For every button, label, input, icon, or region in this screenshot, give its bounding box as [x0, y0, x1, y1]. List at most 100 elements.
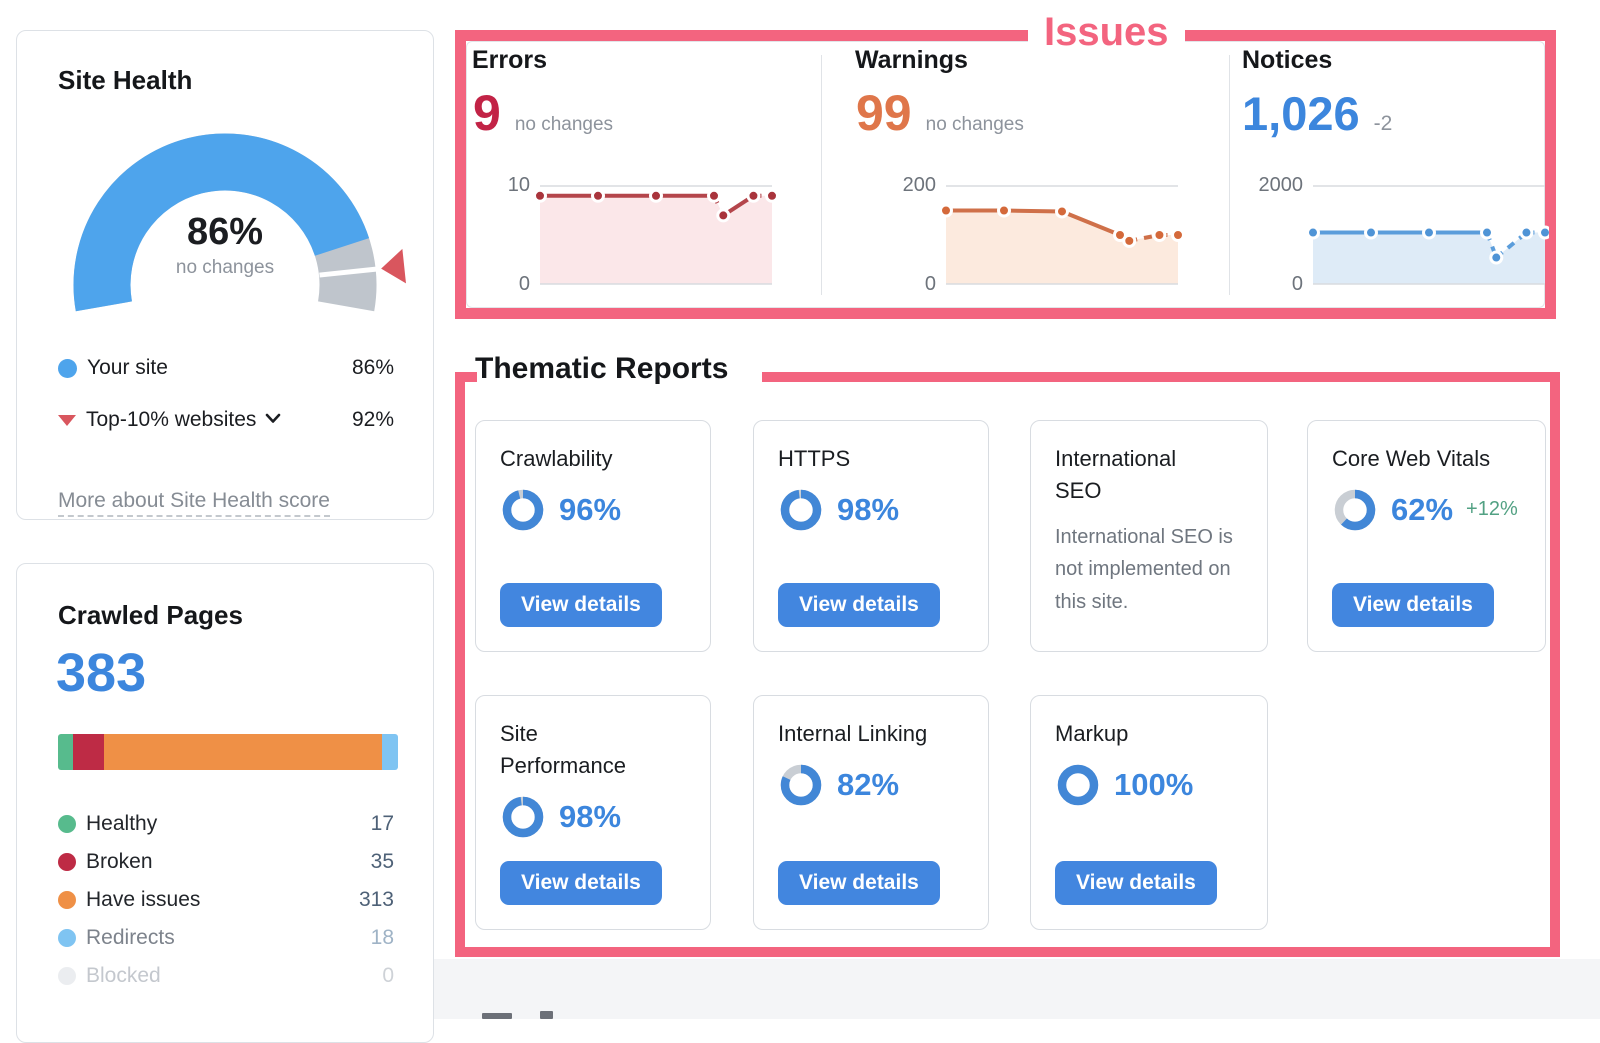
core-web-vitals-delta: +12% [1466, 498, 1518, 521]
crawlability-view-details-button[interactable]: View details [500, 583, 662, 627]
red-triangle-down-icon [58, 414, 76, 426]
https-view-details-button[interactable]: View details [778, 583, 940, 627]
legend-row-healthy: Healthy 17 [58, 810, 394, 838]
your-site-dot-icon [58, 358, 77, 378]
international-seo-description: International SEO is not implemented on … [1055, 525, 1233, 613]
errors-y-max: 10 [507, 174, 530, 196]
errors-y-min: 0 [518, 273, 530, 295]
errors-trend-chart: 10 0 [462, 166, 782, 298]
warnings-trend-chart: 200 0 [868, 166, 1188, 298]
thematic-border-top [762, 372, 1560, 382]
site-performance-card: Site Performance 98% View details [475, 695, 711, 930]
notices-delta: -2 [1373, 112, 1393, 135]
chevron-down-icon[interactable] [265, 411, 281, 429]
have-issues-label: Have issues [86, 888, 201, 911]
blocked-label: Blocked [86, 964, 161, 987]
thematic-border-left [455, 372, 465, 957]
healthy-label: Healthy [86, 812, 158, 835]
redirects-dot-icon [58, 929, 76, 947]
issues-divider-1 [821, 55, 822, 295]
international-seo-title: International SEO [1055, 446, 1177, 503]
your-site-label: Your site [87, 356, 168, 379]
broken-label: Broken [86, 850, 153, 873]
cropped-next-section-heading [482, 1013, 512, 1019]
notices-trend-chart: 2000 0 [1235, 166, 1555, 298]
core-web-vitals-donut-icon [1332, 487, 1378, 533]
blocked-value: 0 [382, 964, 394, 987]
internal-linking-view-details-button[interactable]: View details [778, 861, 940, 905]
errors-note: no changes [514, 114, 614, 135]
redirects-value: 18 [370, 926, 394, 949]
core-web-vitals-title: Core Web Vitals [1332, 446, 1491, 471]
site-performance-percent: 98% [559, 798, 622, 834]
your-site-value: 86% [351, 356, 394, 379]
notices-y-min: 0 [1291, 273, 1303, 295]
issues-annotation-label: Issues [1028, 6, 1185, 58]
crawled-pages-stacked-bar [58, 734, 398, 770]
errors-title: Errors [472, 46, 548, 74]
site-health-gauge [47, 103, 407, 333]
benchmark-label: Top-10% websites [86, 408, 257, 431]
have-issues-dot-icon [58, 891, 76, 909]
blocked-dot-icon [58, 967, 76, 985]
legend-row-have-issues: Have issues 313 [58, 886, 394, 914]
internal-linking-card: Internal Linking 82% View details [753, 695, 989, 930]
have-issues-value: 313 [358, 888, 394, 911]
warnings-y-min: 0 [924, 273, 936, 295]
core-web-vitals-view-details-button[interactable]: View details [1332, 583, 1494, 627]
https-percent: 98% [837, 491, 900, 527]
https-title: HTTPS [778, 446, 851, 471]
site-health-score: 86% [186, 211, 264, 253]
thematic-border-bottom [455, 947, 1560, 957]
legend-row-redirects: Redirects 18 [58, 924, 394, 952]
site-health-note: no changes [175, 257, 275, 278]
legend-row-blocked: Blocked 0 [58, 962, 394, 990]
internal-linking-title: Internal Linking [778, 721, 928, 746]
site-health-more-link[interactable]: More about Site Health score [58, 489, 330, 517]
notices-count: 1,026 [1242, 87, 1360, 140]
markup-view-details-button[interactable]: View details [1055, 861, 1217, 905]
markup-donut-icon [1055, 762, 1101, 808]
crawled-pages-total: 383 [56, 643, 147, 703]
healthy-dot-icon [58, 815, 76, 833]
notices-y-max: 2000 [1258, 174, 1304, 196]
broken-dot-icon [58, 853, 76, 871]
benchmark-value: 92% [351, 408, 394, 431]
site-performance-title: Site Performance [500, 721, 626, 778]
crawlability-percent: 96% [559, 491, 622, 527]
thematic-border-right [1550, 372, 1560, 957]
core-web-vitals-percent: 62% [1391, 491, 1454, 527]
warnings-note: no changes [925, 114, 1024, 135]
thematic-reports-heading: Thematic Reports [475, 352, 729, 385]
errors-count: 9 [473, 85, 501, 141]
warnings-title: Warnings [855, 46, 968, 74]
https-card: HTTPS 98% View details [753, 420, 989, 652]
thematic-border-stub [455, 372, 477, 382]
legend-row-benchmark[interactable]: Top-10% websites 92% [58, 405, 394, 435]
issues-divider-2 [1229, 55, 1230, 295]
site-performance-donut-icon [500, 794, 546, 840]
crawled-pages-title: Crawled Pages [58, 600, 243, 630]
cropped-next-section-heading [540, 1011, 553, 1019]
healthy-value: 17 [370, 812, 394, 835]
international-seo-card: International SEO International SEO is n… [1030, 420, 1268, 652]
https-donut-icon [778, 487, 824, 533]
notices-title: Notices [1242, 46, 1333, 74]
markup-percent: 100% [1114, 766, 1194, 802]
internal-linking-percent: 82% [837, 766, 900, 802]
legend-row-broken: Broken 35 [58, 848, 394, 876]
broken-value: 35 [370, 850, 394, 873]
legend-row-your-site: Your site 86% [58, 353, 394, 383]
markup-title: Markup [1055, 721, 1129, 746]
warnings-y-max: 200 [902, 174, 936, 196]
crawlability-title: Crawlability [500, 446, 613, 471]
warnings-count: 99 [856, 85, 912, 141]
crawlability-donut-icon [500, 487, 546, 533]
markup-card: Markup 100% View details [1030, 695, 1268, 930]
bottom-strip [434, 959, 1600, 1019]
redirects-label: Redirects [86, 926, 175, 949]
site-performance-view-details-button[interactable]: View details [500, 861, 662, 905]
site-health-card: Site Health 86% no changes Your site 86%… [16, 30, 434, 520]
crawled-pages-card: Crawled Pages 383 Healthy 17 Broken 35 H… [16, 563, 434, 1043]
site-health-title: Site Health [58, 65, 193, 95]
